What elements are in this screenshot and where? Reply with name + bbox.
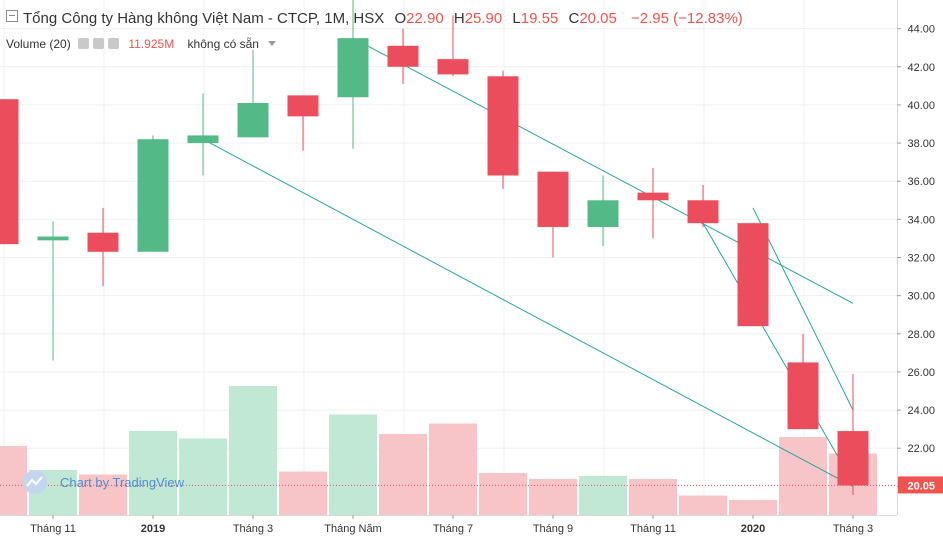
x-tick-label: 2020 <box>741 523 765 535</box>
high-label: H <box>453 10 465 27</box>
last-price-badge <box>898 476 943 494</box>
trend-line[interactable] <box>702 222 854 483</box>
open-value: 22.90 <box>406 10 444 27</box>
volume-bar <box>479 473 527 515</box>
candle-body[interactable] <box>87 232 119 252</box>
eye-icon[interactable] <box>78 38 90 49</box>
tradingview-watermark[interactable]: Chart by TradingView <box>23 470 185 494</box>
candle-body[interactable] <box>687 200 719 224</box>
x-tick-label: Tháng 11 <box>30 523 76 535</box>
candle-body[interactable] <box>537 171 569 227</box>
y-tick-label: 26.00 <box>907 367 935 379</box>
candle-body[interactable] <box>137 139 169 252</box>
volume-bar <box>529 479 577 515</box>
close-label: C <box>568 10 580 27</box>
x-tick-label: Tháng 11 <box>630 523 676 535</box>
tradingview-chart-icon <box>26 476 43 487</box>
volume-bar <box>179 438 227 515</box>
chart-header: Tổng Công ty Hàng không Việt Nam - CTCP,… <box>6 10 743 27</box>
candle-body[interactable] <box>0 99 19 245</box>
volume-legend: Volume (20) 11.925M không có sẵn <box>6 37 277 51</box>
y-tick-label: 32.00 <box>907 253 935 265</box>
dropdown-arrow-icon[interactable] <box>268 41 277 46</box>
watermark-text[interactable]: Chart by TradingView <box>60 475 185 490</box>
settings-icon[interactable] <box>93 38 105 49</box>
y-tick-label: 42.00 <box>907 62 935 74</box>
candle-body[interactable] <box>487 76 519 176</box>
trend-line[interactable] <box>202 138 854 487</box>
trend-line[interactable] <box>352 37 854 304</box>
volume-bar <box>0 446 27 515</box>
candle-body[interactable] <box>187 135 219 144</box>
volume-bar <box>379 434 427 515</box>
volume-bar <box>729 500 777 515</box>
volume-bar <box>279 471 327 515</box>
volume-bar <box>579 476 627 515</box>
time-axis-bg <box>0 515 897 545</box>
change-value: −2.95 (−12.83%) <box>631 10 743 27</box>
y-tick-label: 40.00 <box>907 100 935 112</box>
volume-ma-value: không có sẵn <box>187 37 259 51</box>
volume-bar <box>329 414 377 515</box>
open-label: O <box>394 10 407 27</box>
x-tick-label: Tháng Năm <box>324 523 381 535</box>
y-tick-label: 28.00 <box>907 329 935 341</box>
volume-bar <box>629 479 677 515</box>
x-tick-label: Tháng 9 <box>533 523 573 535</box>
last-price-label: 20.05 <box>907 480 935 492</box>
low-value: 19.55 <box>520 10 559 27</box>
x-tick-label: 2019 <box>141 523 165 535</box>
candle-body[interactable] <box>387 45 419 67</box>
high-value: 25.90 <box>464 10 503 27</box>
candle-body[interactable] <box>237 103 269 138</box>
y-tick-label: 36.00 <box>907 176 935 188</box>
x-tick-label: Tháng 3 <box>833 523 873 535</box>
y-tick-label: 44.00 <box>907 24 935 36</box>
y-tick-label: 34.00 <box>907 214 935 226</box>
trend-line[interactable] <box>752 207 854 411</box>
y-tick-label: 38.00 <box>907 138 935 150</box>
close-icon[interactable] <box>108 38 120 49</box>
collapse-icon[interactable] <box>6 10 18 22</box>
volume-value: 11.925M <box>128 37 175 51</box>
low-label: L <box>512 10 521 27</box>
candle-body[interactable] <box>287 95 319 117</box>
symbol-title[interactable]: Tổng Công ty Hàng không Việt Nam - CTCP,… <box>23 10 385 27</box>
candle-body[interactable] <box>37 236 69 241</box>
y-tick-label: 30.00 <box>907 291 935 303</box>
volume-bar <box>779 437 827 515</box>
volume-bar <box>229 386 277 515</box>
candle-body[interactable] <box>337 38 369 98</box>
y-tick-label: 22.00 <box>907 443 935 455</box>
candle-body[interactable] <box>437 59 469 75</box>
x-tick-label: Tháng 7 <box>433 523 473 535</box>
candle-body[interactable] <box>837 431 869 486</box>
x-tick-label: Tháng 3 <box>233 523 273 535</box>
candle-body[interactable] <box>737 223 769 327</box>
close-value: 20.05 <box>579 10 617 27</box>
volume-bar <box>429 423 477 515</box>
y-tick-label: 24.00 <box>907 405 935 417</box>
candle-body[interactable] <box>587 200 619 227</box>
volume-bar <box>79 474 127 515</box>
price-axis-bg <box>897 0 943 545</box>
candle-body[interactable] <box>637 192 669 201</box>
candle-body[interactable] <box>787 362 819 430</box>
volume-bar <box>129 431 177 515</box>
volume-label[interactable]: Volume (20) <box>6 37 71 51</box>
volume-bar <box>679 495 727 515</box>
